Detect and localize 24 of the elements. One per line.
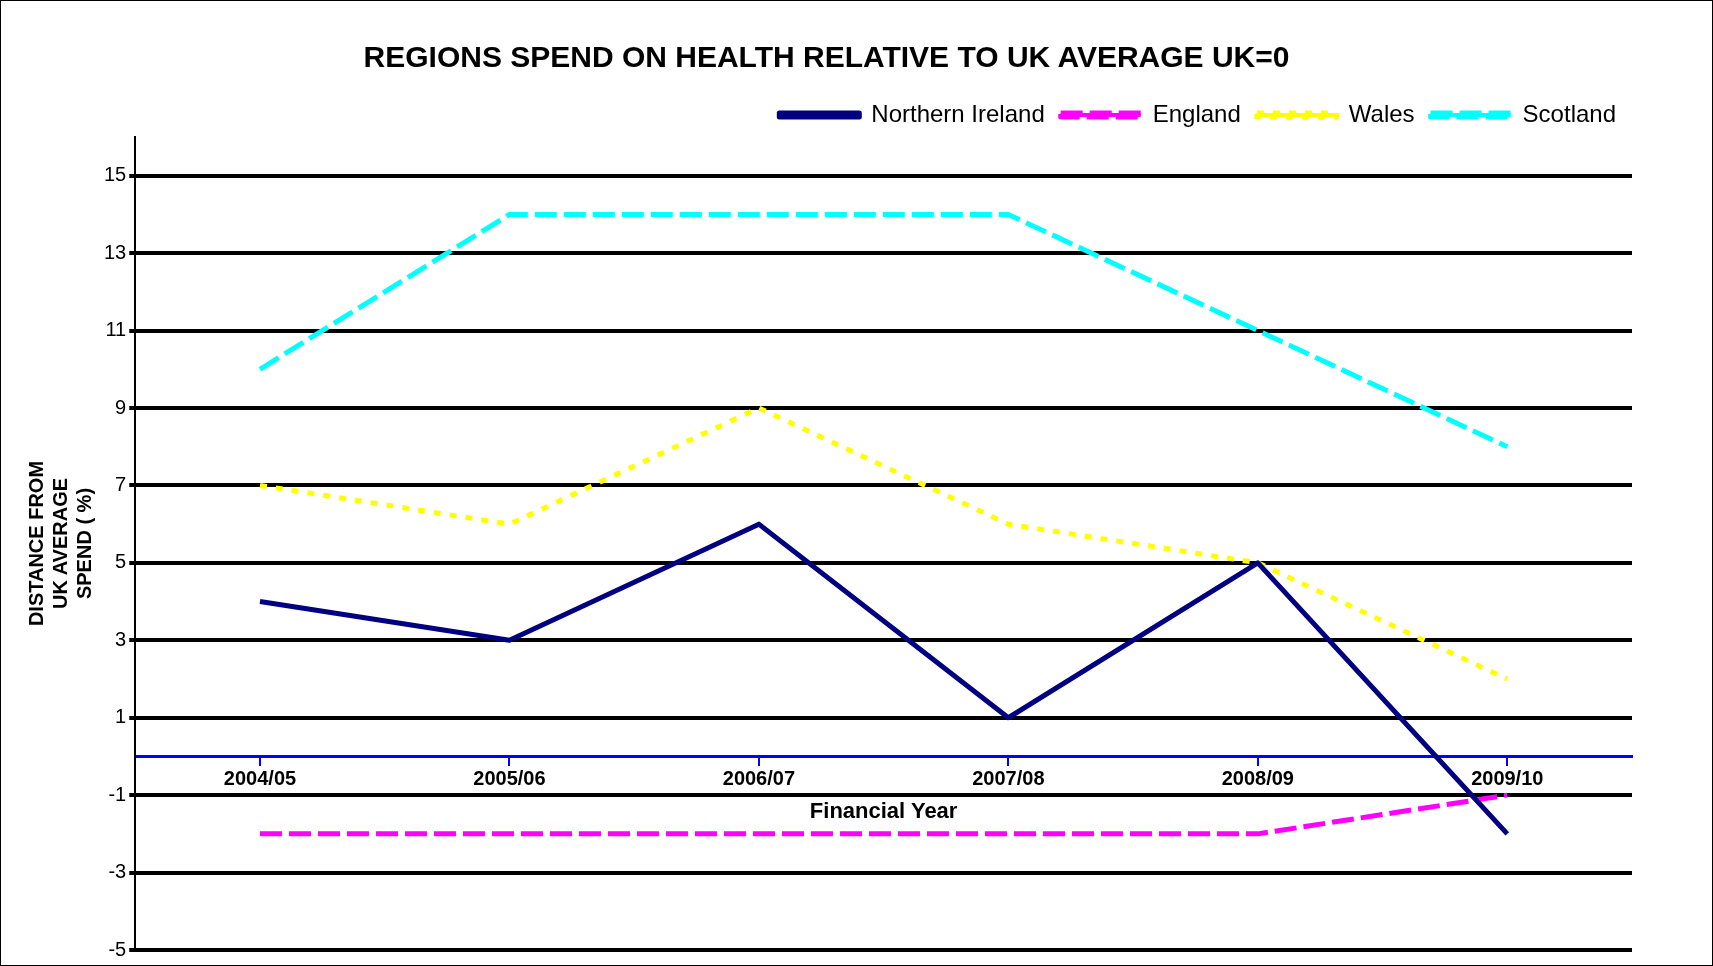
legend-label: Northern Ireland (871, 99, 1045, 127)
y-tick-label: 9 (115, 395, 127, 418)
legend-label: England (1152, 99, 1241, 127)
y-tick-label: -1 (108, 782, 127, 805)
y-tick-label: 13 (104, 240, 127, 263)
x-tick-label: 2006/07 (722, 766, 796, 789)
y-tick-label: -3 (108, 860, 127, 883)
y-tick-label: 15 (104, 163, 127, 186)
y-tick-label: 7 (115, 472, 127, 495)
y-tick-label: 1 (115, 705, 127, 728)
y-tick-label: 5 (115, 550, 127, 573)
chart-title: REGIONS SPEND ON HEALTH RELATIVE TO UK AVERAGE UK=0 (363, 40, 1290, 74)
y-tick-label: -5 (108, 937, 127, 960)
x-tick-label: 2008/09 (1221, 766, 1294, 789)
legend-label: Scotland (1522, 99, 1617, 127)
x-axis-title: Financial Year (809, 797, 958, 823)
x-tick-label: 2009/10 (1471, 766, 1544, 789)
y-axis-title: DISTANCE FROM UK AVERAGE SPEND ( %) (24, 460, 95, 627)
y-tick-label: 11 (105, 318, 127, 341)
x-tick-label: 2005/06 (473, 766, 546, 789)
y-tick-label: 3 (115, 627, 127, 650)
x-tick-label: 2004/05 (223, 766, 297, 789)
legend-label: Wales (1348, 99, 1415, 127)
x-tick-label: 2007/08 (972, 766, 1045, 789)
